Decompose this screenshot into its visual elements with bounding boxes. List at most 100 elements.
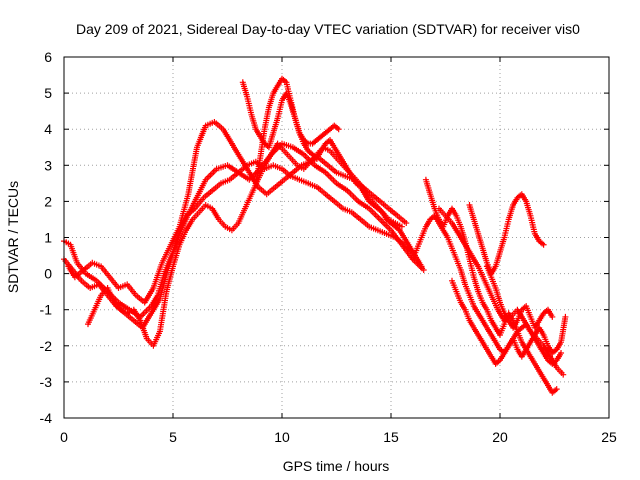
data-point (228, 221, 240, 234)
data-point (518, 191, 529, 203)
data-point (361, 191, 372, 203)
data-point (540, 332, 551, 347)
data-point (377, 216, 393, 232)
data-point (296, 129, 306, 142)
data-point (470, 274, 481, 293)
data-point (531, 319, 542, 331)
data-point (383, 216, 393, 225)
data-point (488, 332, 498, 344)
data-point (159, 243, 173, 266)
data-point (124, 281, 138, 297)
data-point (281, 171, 295, 183)
data-point (200, 189, 214, 201)
data-point (213, 163, 229, 172)
data-point (444, 234, 455, 250)
data-point (202, 202, 214, 211)
data-point (457, 267, 468, 286)
series-arc-8 (422, 176, 560, 396)
data-point (220, 126, 234, 145)
data-point (549, 347, 559, 356)
data-point (331, 144, 341, 156)
data-point (244, 93, 254, 116)
data-point (488, 317, 498, 329)
data-point (518, 348, 529, 360)
data-point (560, 371, 567, 378)
data-point (553, 351, 563, 364)
data-point (335, 126, 342, 133)
data-point (191, 178, 208, 205)
data-point (558, 350, 565, 357)
data-point (270, 117, 280, 136)
data-point (514, 328, 524, 343)
data-point (115, 299, 131, 312)
data-point (194, 124, 208, 151)
data-point (324, 162, 338, 175)
data-point (534, 335, 545, 347)
data-point (501, 218, 512, 241)
data-point (558, 316, 568, 346)
data-point (514, 192, 524, 201)
data-point (305, 147, 315, 157)
data-point (331, 198, 345, 211)
data-point (468, 252, 481, 268)
data-point (104, 285, 117, 304)
data-point (440, 227, 450, 239)
data-point (331, 122, 341, 131)
x-tick-label: 10 (274, 429, 290, 445)
data-point (449, 245, 459, 260)
data-point (340, 205, 353, 215)
data-point (85, 308, 97, 328)
data-point (368, 191, 382, 203)
data-point (483, 346, 494, 358)
data-point (374, 205, 384, 214)
data-point (272, 178, 286, 190)
data-point (89, 259, 102, 269)
data-point (475, 263, 487, 282)
data-point (252, 157, 263, 187)
data-point (497, 299, 507, 315)
data-series (61, 75, 569, 396)
data-point (403, 220, 410, 227)
data-point (357, 216, 371, 229)
data-point (348, 209, 362, 221)
data-point (401, 234, 411, 246)
data-point (248, 111, 259, 131)
y-tick-label: -4 (40, 410, 53, 426)
data-point (150, 330, 162, 349)
data-point (409, 247, 420, 263)
data-point (422, 176, 433, 196)
data-point (366, 198, 376, 207)
data-point (202, 167, 218, 183)
data-point (274, 99, 285, 122)
data-point (98, 263, 112, 279)
data-point (531, 360, 542, 373)
data-point (148, 297, 162, 317)
data-point (540, 342, 552, 358)
data-point (327, 123, 336, 133)
data-point (322, 191, 336, 203)
data-point (479, 339, 489, 351)
data-point (150, 261, 165, 291)
data-point (431, 205, 442, 221)
y-tick-label: 3 (44, 157, 52, 173)
data-point (156, 290, 170, 335)
data-point (222, 223, 233, 233)
y-tick-label: -3 (40, 374, 53, 390)
data-point (218, 177, 231, 187)
data-point (422, 218, 433, 230)
data-point (313, 134, 323, 143)
data-point (87, 282, 100, 291)
data-point (418, 225, 428, 241)
data-point (488, 265, 498, 277)
data-point (305, 140, 314, 147)
data-point (215, 216, 227, 228)
data-point (366, 205, 382, 221)
x-tick-label: 15 (383, 429, 399, 445)
data-point (497, 351, 507, 364)
data-point (455, 230, 467, 246)
data-point (475, 332, 485, 344)
data-point (392, 220, 403, 229)
data-point (449, 220, 461, 236)
data-point (481, 277, 494, 297)
data-point (479, 245, 490, 264)
